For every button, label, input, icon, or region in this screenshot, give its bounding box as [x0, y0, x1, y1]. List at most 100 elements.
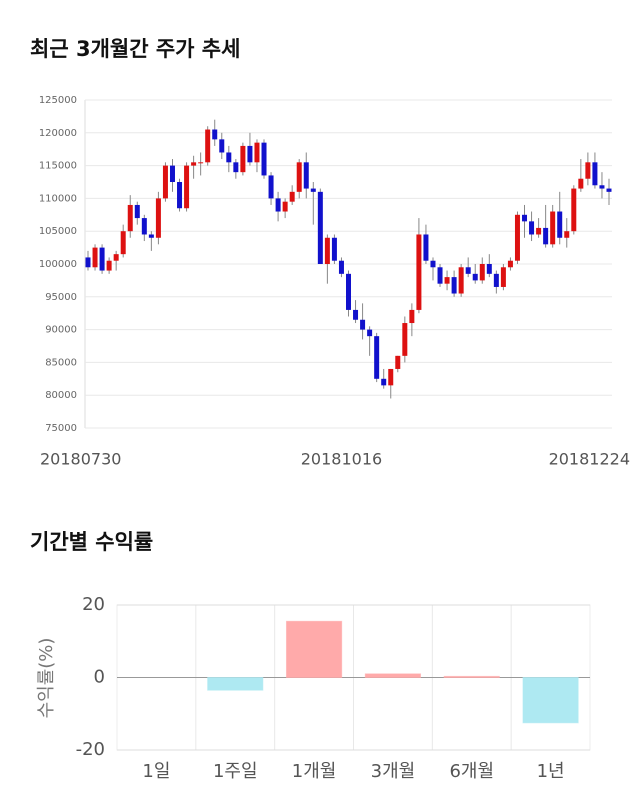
candle-body	[247, 145, 253, 163]
chart-title: 최근 3개월간 주가 추세	[30, 37, 240, 61]
y-tick-label: 0	[94, 667, 105, 688]
candle-body	[437, 267, 443, 284]
x-tick-label: 6개월	[449, 761, 494, 782]
candle-body	[360, 319, 366, 330]
candle-body	[388, 368, 394, 386]
candle-body	[444, 277, 450, 284]
bar	[443, 675, 500, 678]
candle-body	[338, 260, 344, 274]
candle-body	[486, 264, 492, 274]
candle-body	[141, 218, 147, 235]
bar	[364, 673, 422, 678]
candle-body	[177, 182, 183, 209]
candle-body	[254, 142, 260, 163]
candle-body	[85, 257, 91, 268]
candle-body	[205, 129, 211, 163]
candle-body	[106, 260, 112, 271]
candle-body	[346, 273, 351, 310]
candle-body	[184, 165, 190, 209]
candle-body	[134, 204, 140, 219]
y-tick-label: 20	[82, 594, 105, 615]
candle-body	[155, 198, 161, 238]
x-tick-label: 20181016	[301, 450, 382, 469]
candle-body	[465, 267, 471, 274]
candle-body	[268, 175, 274, 199]
x-tick-label: 20180730	[40, 450, 121, 469]
candle-body	[191, 162, 197, 166]
x-tick-label: 1일	[142, 761, 170, 782]
candle-body	[353, 309, 359, 320]
candle-body	[226, 152, 232, 163]
y-tick-label: -20	[76, 739, 105, 760]
candle-body	[296, 162, 302, 192]
bar	[207, 677, 264, 691]
candle-body	[571, 188, 577, 232]
candle-body	[310, 188, 316, 192]
candle-body	[289, 191, 295, 202]
candle-body	[275, 198, 281, 212]
y-axis-label: 수익률(%)	[36, 638, 57, 719]
candle-body	[212, 129, 218, 140]
candle-body	[507, 260, 513, 268]
candle-body	[317, 191, 323, 264]
candle-body	[381, 378, 387, 386]
candle-body	[374, 336, 380, 379]
candle-body	[557, 211, 563, 238]
candle-body	[543, 227, 549, 245]
candle-body	[550, 211, 556, 245]
y-tick-label: 115000	[39, 161, 77, 172]
y-tick-label: 120000	[39, 128, 77, 139]
candle-body	[233, 162, 239, 173]
candle-body	[148, 234, 154, 238]
y-tick-label: 105000	[39, 226, 77, 237]
candle-body	[303, 162, 309, 189]
candle-body	[416, 234, 422, 310]
candle-body	[162, 165, 168, 199]
bar	[522, 677, 579, 724]
y-tick-label: 75000	[45, 423, 77, 434]
y-tick-label: 80000	[45, 390, 77, 401]
y-tick-label: 100000	[39, 259, 77, 270]
candle-body	[219, 139, 225, 153]
chart-title: 기간별 수익률	[30, 530, 153, 554]
candle-body	[493, 273, 499, 287]
y-tick-label: 125000	[39, 95, 77, 106]
candle-body	[606, 188, 612, 192]
candle-body	[113, 254, 119, 261]
candle-body	[585, 162, 591, 179]
candle-body	[522, 214, 528, 222]
candle-body	[599, 185, 605, 189]
y-tick-label: 110000	[39, 193, 77, 204]
candle-body	[458, 267, 464, 294]
candle-body	[120, 231, 126, 255]
candle-body	[240, 145, 246, 173]
candle-body	[423, 234, 429, 261]
candle-body	[198, 162, 204, 164]
candle-body	[127, 204, 133, 232]
bar	[285, 620, 343, 678]
candle-body	[430, 260, 436, 268]
candle-body	[367, 329, 373, 337]
y-tick-label: 95000	[45, 292, 77, 303]
candle-body	[261, 142, 267, 176]
y-tick-label: 85000	[45, 357, 77, 368]
x-tick-label: 1개월	[292, 761, 337, 782]
candle-body	[395, 355, 401, 369]
x-tick-label: 1년	[537, 761, 565, 782]
candle-body	[472, 273, 478, 281]
candle-body	[514, 214, 520, 261]
candle-body	[479, 264, 485, 281]
candle-body	[409, 309, 415, 324]
candle-body	[564, 231, 570, 238]
candle-body	[282, 201, 288, 212]
candle-body	[331, 237, 337, 261]
candle-body	[169, 165, 175, 182]
y-tick-label: 90000	[45, 325, 77, 336]
candle-body	[324, 237, 330, 264]
candle-body	[592, 162, 598, 186]
candle-body	[402, 323, 408, 356]
candle-body	[451, 277, 457, 294]
candle-body	[529, 221, 535, 235]
